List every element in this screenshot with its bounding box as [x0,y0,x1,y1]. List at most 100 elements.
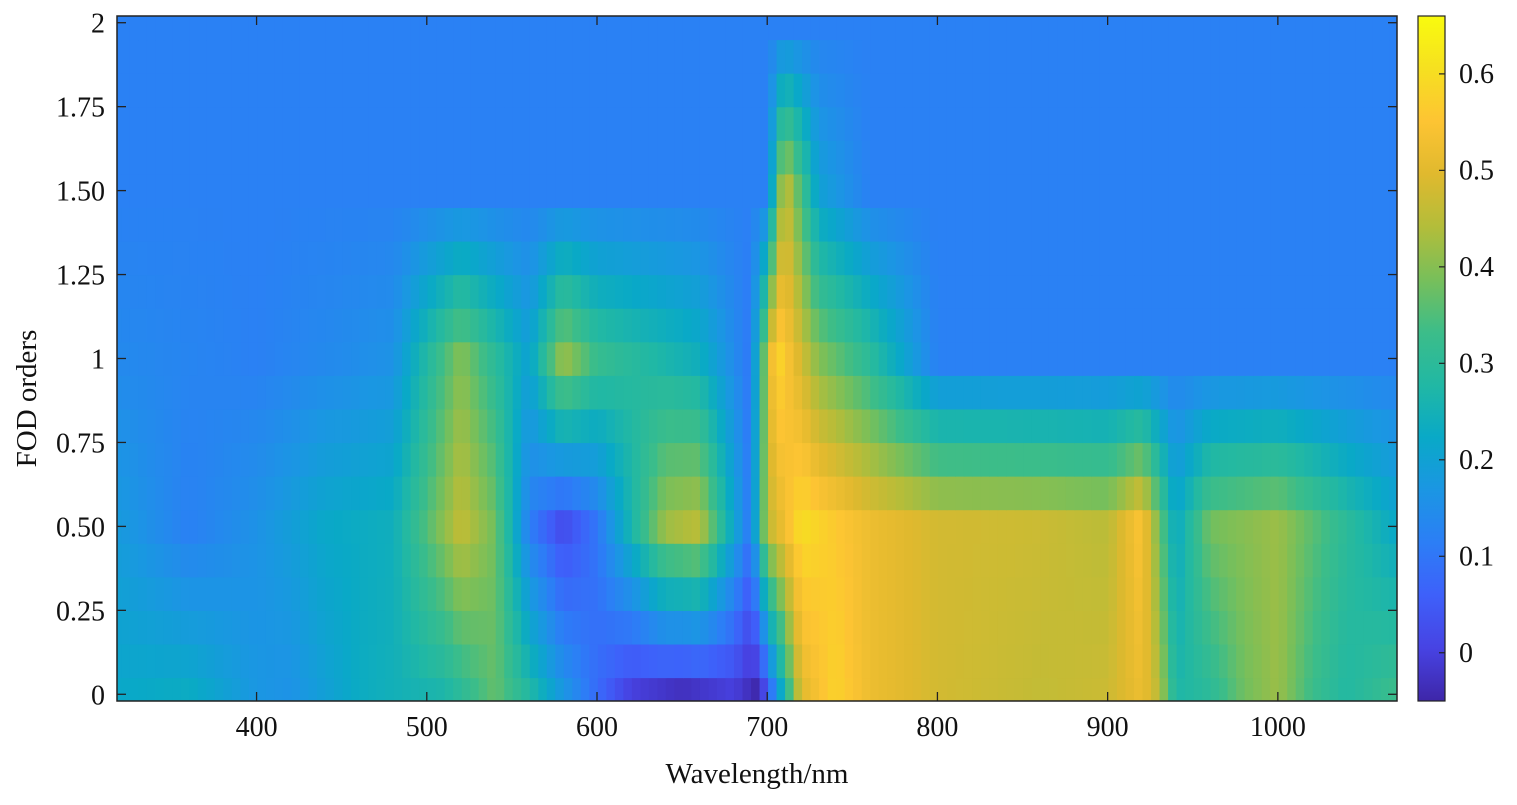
heatmap-cell [223,375,233,410]
heatmap-cell [478,643,488,679]
heatmap-cell [938,476,948,511]
heatmap-cell [265,643,276,679]
heatmap-cell [197,39,207,74]
heatmap-cell [240,207,250,242]
heatmap-cell [1270,442,1280,477]
heatmap-cell [870,240,880,276]
heatmap-cell [742,207,752,242]
heatmap-cell [146,408,156,444]
heatmap-cell [904,442,914,477]
heatmap-cell [827,341,837,376]
heatmap-cell [682,543,693,578]
heatmap-cell [657,106,667,141]
heatmap-cell [1380,274,1390,309]
heatmap-cell [504,16,514,41]
heatmap-cell [1355,341,1365,376]
heatmap-cell [393,677,403,701]
heatmap-cell [1142,509,1152,544]
heatmap-cell [1261,375,1271,410]
heatmap-cell [342,509,352,544]
heatmap-cell [929,173,939,208]
heatmap-cell [546,509,556,544]
heatmap-cell [1091,643,1101,679]
heatmap-cell [189,39,199,74]
heatmap-cell [1082,375,1093,410]
heatmap-cell [504,576,514,611]
heatmap-cell [1270,16,1280,41]
heatmap-cell [1219,106,1229,141]
heatmap-cell [461,39,471,74]
heatmap-cell [768,543,778,578]
y-tick-label: 1.75 [56,93,105,124]
heatmap-cell [657,207,667,242]
heatmap-cell [351,375,361,410]
heatmap-cell [1389,106,1397,141]
heatmap-cell [1210,308,1220,343]
heatmap-cell [802,509,812,544]
heatmap-cell [478,240,488,276]
heatmap-cell [453,274,463,309]
heatmap-cell [1202,173,1212,208]
heatmap-cell [614,509,624,544]
heatmap-cell [1014,207,1024,242]
heatmap-cell [1219,677,1229,701]
heatmap-cell [351,274,361,309]
heatmap-cell [470,610,480,645]
heatmap-cell [436,442,446,477]
heatmap-cell [759,442,769,477]
heatmap-cell [308,274,318,309]
heatmap-cell [648,207,659,242]
heatmap-cell [1321,375,1331,410]
heatmap-cell [138,207,148,242]
heatmap-cell [1338,341,1348,376]
heatmap-cell [1278,39,1288,74]
heatmap-cell [368,408,378,444]
heatmap-cell [231,442,241,477]
heatmap-cell [163,643,173,679]
heatmap-cell [1389,39,1397,74]
heatmap-cell [904,173,914,208]
heatmap-cell [1202,677,1212,701]
heatmap-cell [546,341,556,376]
heatmap-cell [563,442,573,477]
heatmap-cell [146,16,156,41]
heatmap-cell [317,73,327,108]
heatmap-cell [989,207,999,242]
heatmap-cell [699,274,710,309]
heatmap-cell [427,341,437,376]
heatmap-cell [708,73,718,108]
heatmap-cell [972,16,982,41]
heatmap-cell [325,39,335,74]
heatmap-cell [410,509,420,544]
heatmap-cell [1168,173,1178,208]
heatmap-cell [402,442,412,477]
heatmap-cell [1295,106,1305,141]
heatmap-cell [836,476,846,511]
heatmap-cell [1346,476,1356,511]
heatmap-cell [385,576,395,611]
heatmap-cell [1253,16,1263,41]
heatmap-cell [563,476,573,511]
heatmap-cell [1134,274,1144,309]
heatmap-cell [921,375,931,410]
heatmap-cell [393,375,403,410]
heatmap-cell [172,173,182,208]
heatmap-cell [955,643,965,679]
heatmap-cell [1304,677,1314,701]
heatmap-cell [342,308,352,343]
heatmap-cell [938,106,948,141]
y-tick-label: 2 [91,9,105,40]
heatmap-cell [1295,240,1305,276]
heatmap-cell [895,16,905,41]
heatmap-cell [802,543,812,578]
heatmap-cell [529,375,539,410]
heatmap-cell [538,39,548,74]
heatmap-cell [1210,240,1220,276]
heatmap-cell [180,73,190,108]
heatmap-cell [555,543,565,578]
heatmap-cell [487,341,497,376]
heatmap-cell [904,39,914,74]
heatmap-cell [504,442,514,477]
heatmap-cell [827,610,837,645]
heatmap-cell [929,375,939,410]
